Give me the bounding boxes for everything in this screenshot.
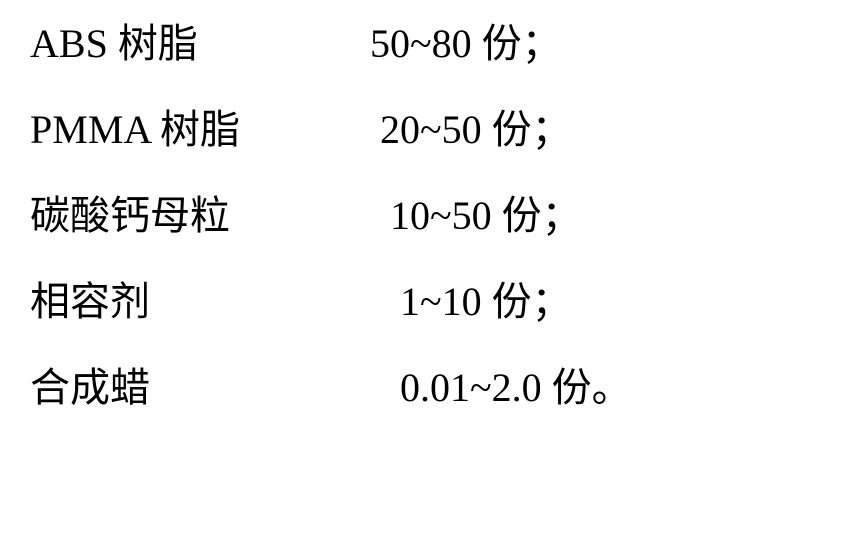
ingredient-value: 10~50 份； — [370, 192, 582, 240]
ingredient-label: 合成蜡 — [30, 364, 370, 412]
table-row: 合成蜡 0.01~2.0 份。 — [30, 364, 824, 412]
table-row: PMMA 树脂 20~50 份； — [30, 106, 824, 154]
composition-table: ABS 树脂 50~80 份； PMMA 树脂 20~50 份； 碳酸钙母粒 1… — [0, 0, 854, 470]
ingredient-label: ABS 树脂 — [30, 20, 370, 68]
ingredient-label: PMMA 树脂 — [30, 106, 370, 154]
ingredient-label: 碳酸钙母粒 — [30, 192, 370, 240]
ingredient-value: 50~80 份； — [370, 20, 562, 68]
table-row: ABS 树脂 50~80 份； — [30, 20, 824, 68]
ingredient-value: 1~10 份； — [370, 278, 572, 326]
ingredient-label: 相容剂 — [30, 278, 370, 326]
table-row: 碳酸钙母粒 10~50 份； — [30, 192, 824, 240]
ingredient-value: 20~50 份； — [370, 106, 572, 154]
ingredient-value: 0.01~2.0 份。 — [370, 364, 632, 412]
table-row: 相容剂 1~10 份； — [30, 278, 824, 326]
